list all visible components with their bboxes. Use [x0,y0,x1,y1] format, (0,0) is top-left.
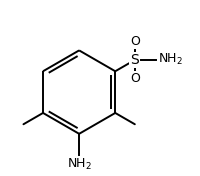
Text: O: O [130,35,140,48]
Text: NH$_2$: NH$_2$ [158,52,183,67]
Text: S: S [130,53,139,67]
Text: NH$_2$: NH$_2$ [67,157,92,172]
Text: O: O [130,72,140,85]
